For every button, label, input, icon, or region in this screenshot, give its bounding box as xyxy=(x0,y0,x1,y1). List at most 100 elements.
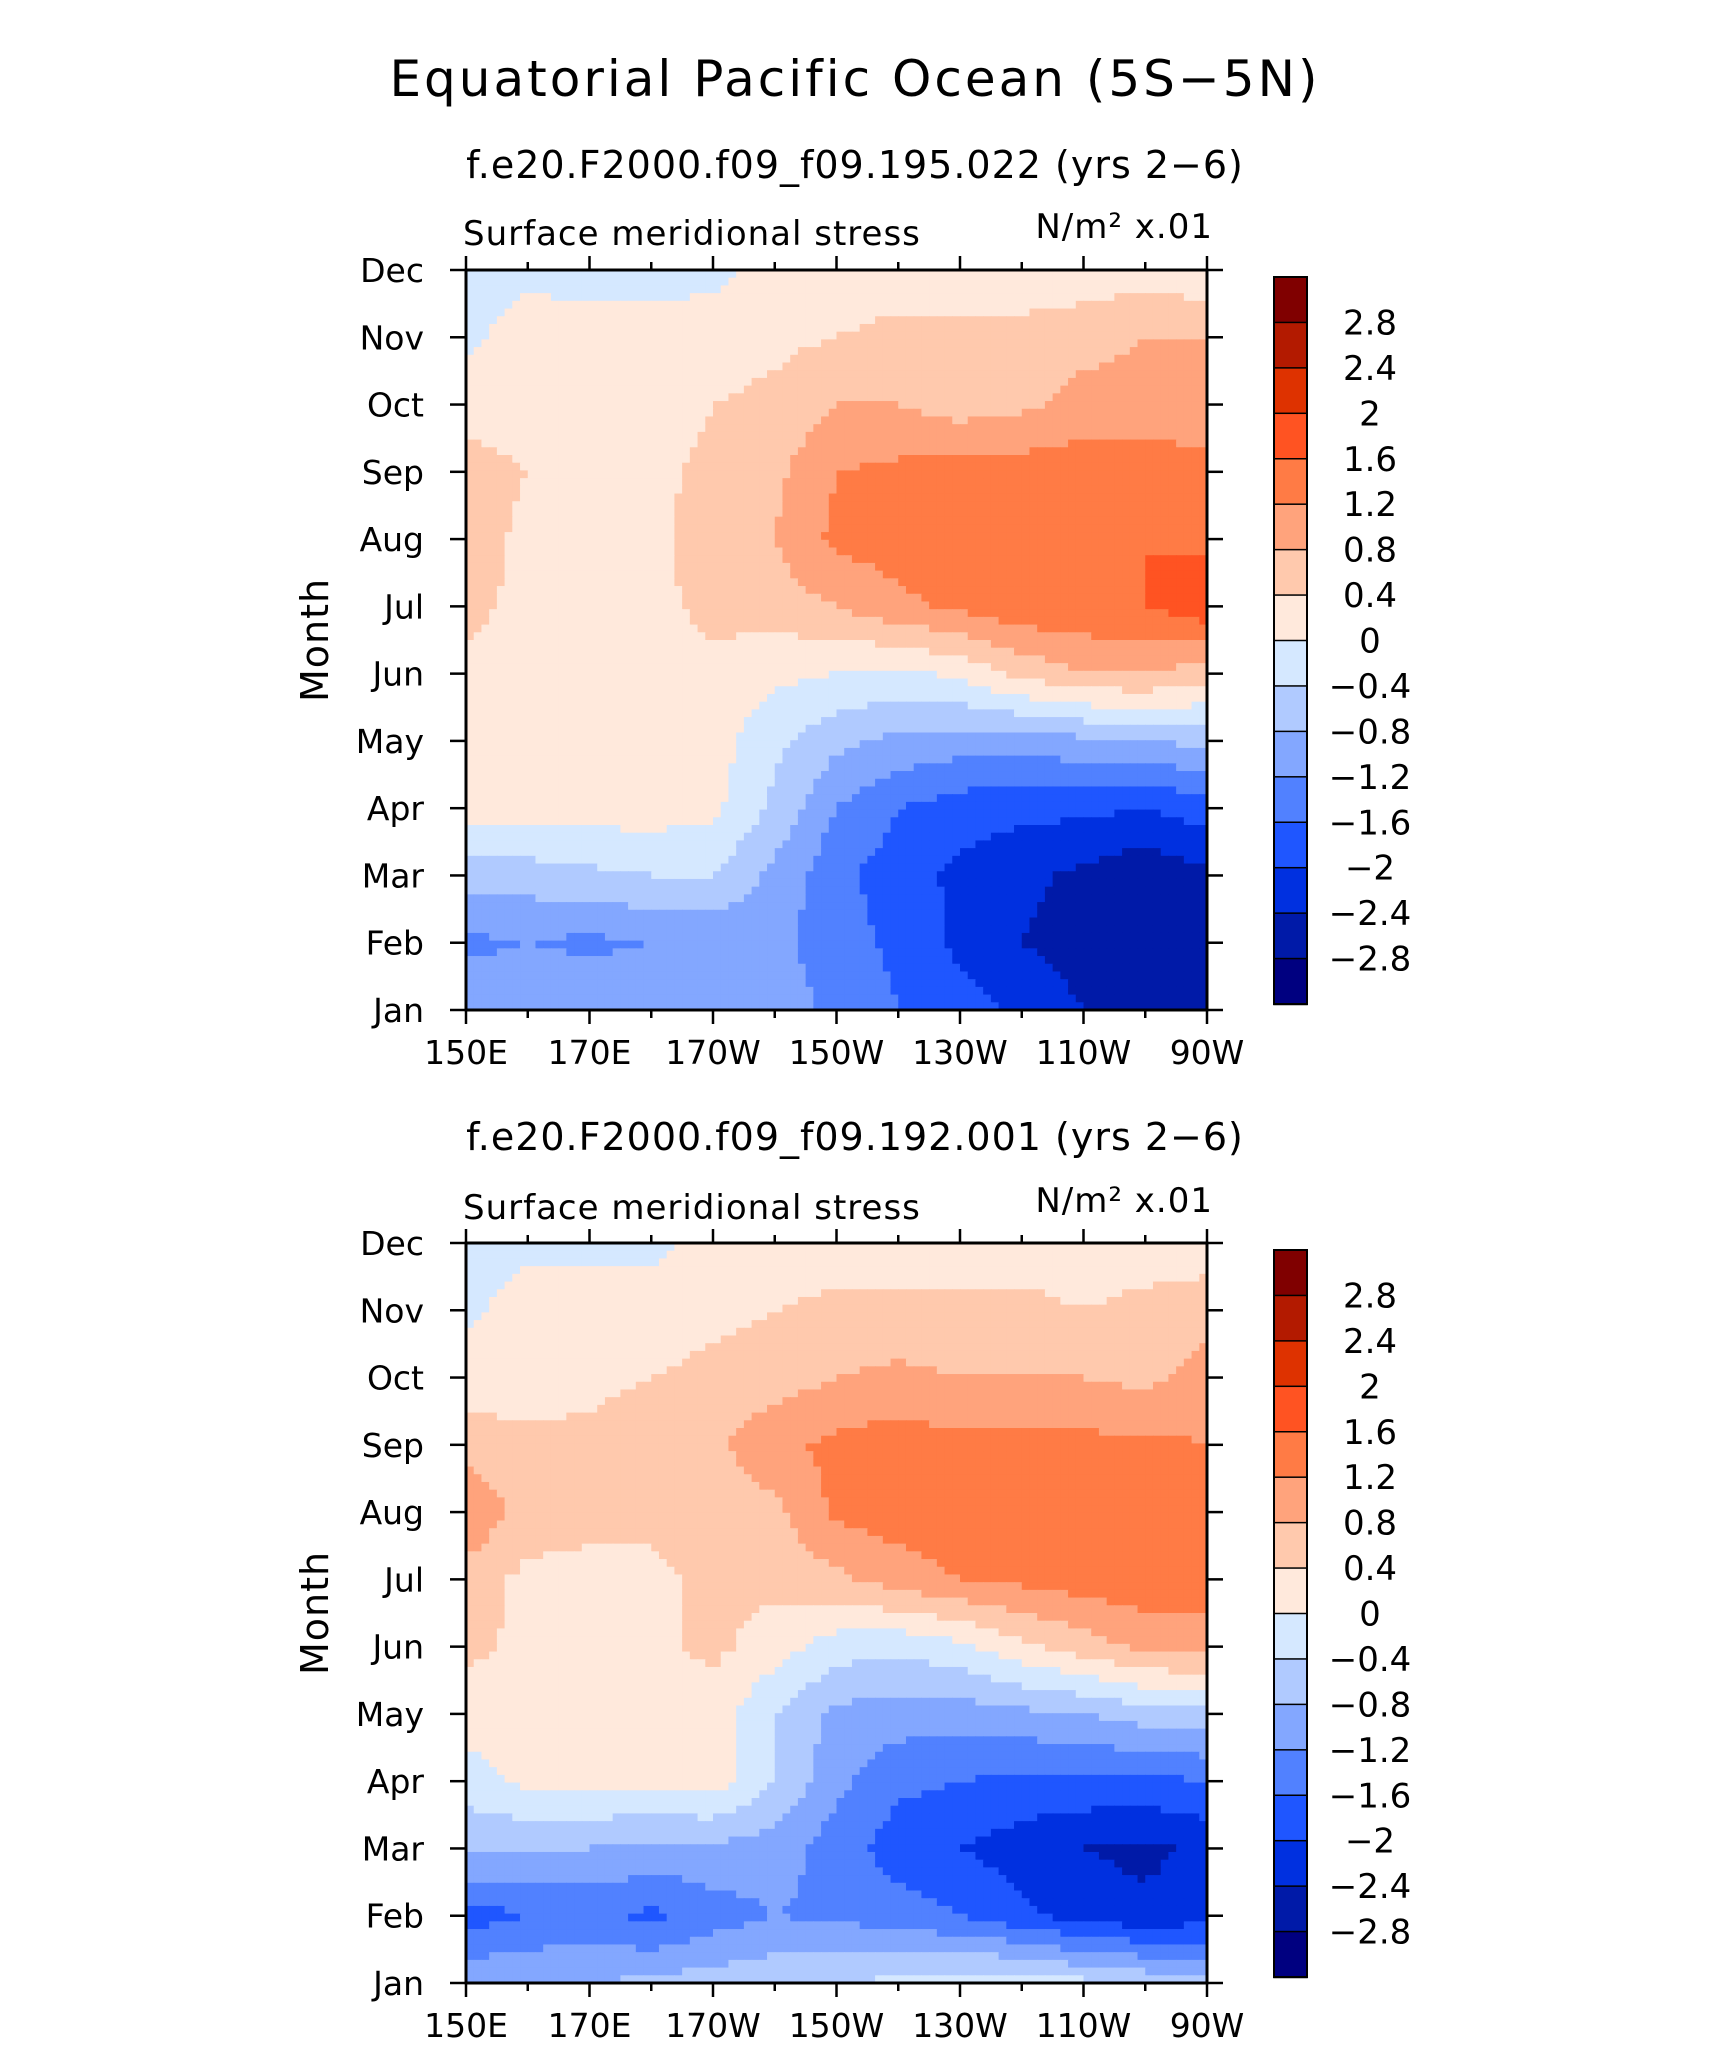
contour-cell xyxy=(944,593,953,603)
contour-cell xyxy=(1191,663,1200,672)
contour-cell xyxy=(535,316,544,325)
contour-cell xyxy=(844,416,853,425)
contour-cell xyxy=(628,308,637,317)
contour-cell xyxy=(550,485,560,495)
contour-cell xyxy=(859,339,868,348)
contour-cell xyxy=(489,632,498,641)
contour-cell xyxy=(828,485,838,495)
contour-cell xyxy=(836,586,845,595)
contour-cell xyxy=(512,308,521,317)
contour-cell xyxy=(859,593,868,603)
contour-cell xyxy=(682,424,691,433)
contour-cell xyxy=(851,293,861,302)
contour-cell xyxy=(705,478,714,487)
contour-cell xyxy=(921,547,930,556)
contour-cell xyxy=(944,377,953,387)
contour-cell xyxy=(574,578,583,587)
contour-cell xyxy=(867,362,876,371)
contour-cell xyxy=(1191,323,1200,333)
contour-cell xyxy=(1068,640,1077,649)
contour-cell xyxy=(520,655,529,664)
contour-cell xyxy=(481,601,490,610)
contour-cell xyxy=(504,555,513,564)
contour-cell xyxy=(574,501,583,510)
contour-cell xyxy=(1006,339,1015,348)
contour-cell xyxy=(782,293,791,302)
contour-cell xyxy=(751,447,760,456)
contour-cell xyxy=(543,539,552,549)
contour-cell xyxy=(651,647,660,657)
contour-cell xyxy=(651,408,660,418)
contour-cell xyxy=(767,308,776,317)
contour-cell xyxy=(512,655,521,664)
contour-cell xyxy=(913,370,923,379)
contour-cell xyxy=(944,424,953,433)
contour-cell xyxy=(813,632,822,641)
contour-cell xyxy=(658,293,668,302)
contour-cell xyxy=(604,485,614,495)
contour-cell xyxy=(1075,593,1085,603)
contour-cell xyxy=(1037,478,1046,487)
contour-cell xyxy=(1006,562,1015,572)
contour-cell xyxy=(643,285,652,294)
contour-cell xyxy=(535,447,544,456)
contour-cell xyxy=(1183,431,1193,441)
contour-cell xyxy=(828,308,838,317)
contour-cell xyxy=(620,354,629,364)
contour-cell xyxy=(990,493,1000,502)
contour-cell xyxy=(782,401,791,410)
contour-cell xyxy=(473,616,483,626)
contour-cell xyxy=(1029,524,1038,533)
contour-cell xyxy=(844,524,853,533)
contour-cell xyxy=(612,485,621,495)
contour-cell xyxy=(1152,562,1162,572)
contour-cell xyxy=(821,316,830,325)
contour-cell xyxy=(983,640,992,649)
contour-cell xyxy=(1021,593,1031,603)
contour-cell xyxy=(1075,562,1085,572)
contour-cell xyxy=(944,455,953,464)
contour-cell xyxy=(1044,439,1054,448)
contour-cell xyxy=(898,547,907,556)
contour-cell xyxy=(736,431,745,441)
contour-cell xyxy=(983,616,992,626)
contour-cell xyxy=(682,570,691,579)
contour-cell xyxy=(1006,601,1015,610)
contour-cell xyxy=(666,408,676,418)
contour-cell xyxy=(705,485,714,495)
contour-cell xyxy=(558,655,567,664)
contour-cell xyxy=(1145,424,1154,433)
contour-cell xyxy=(875,270,884,279)
contour-cell xyxy=(674,647,683,657)
contour-cell xyxy=(813,570,822,579)
contour-cell xyxy=(952,516,961,525)
contour-cell xyxy=(720,647,730,657)
contour-cell xyxy=(504,640,513,649)
contour-cell xyxy=(481,316,490,325)
contour-cell xyxy=(1037,547,1046,556)
contour-cell xyxy=(651,462,660,472)
contour-cell xyxy=(1052,562,1061,572)
contour-cell xyxy=(620,601,629,610)
contour-cell xyxy=(859,331,868,340)
contour-cell xyxy=(759,323,768,333)
contour-cell xyxy=(1083,354,1092,364)
contour-cell xyxy=(504,616,513,626)
contour-cell xyxy=(666,609,676,618)
contour-cell xyxy=(589,516,598,525)
contour-cell xyxy=(635,532,645,541)
contour-cell xyxy=(1037,663,1046,672)
contour-cell xyxy=(1114,562,1123,572)
contour-cell xyxy=(520,339,529,348)
contour-cell xyxy=(1152,586,1162,595)
contour-cell xyxy=(936,532,946,541)
contour-cell xyxy=(867,570,876,579)
contour-cell xyxy=(527,532,537,541)
contour-cell xyxy=(581,270,591,279)
contour-cell xyxy=(1114,516,1123,525)
contour-cell xyxy=(1052,524,1061,533)
contour-cell xyxy=(466,524,475,533)
contour-cell xyxy=(1122,455,1131,464)
contour-cell xyxy=(535,293,544,302)
contour-cell xyxy=(612,578,621,587)
